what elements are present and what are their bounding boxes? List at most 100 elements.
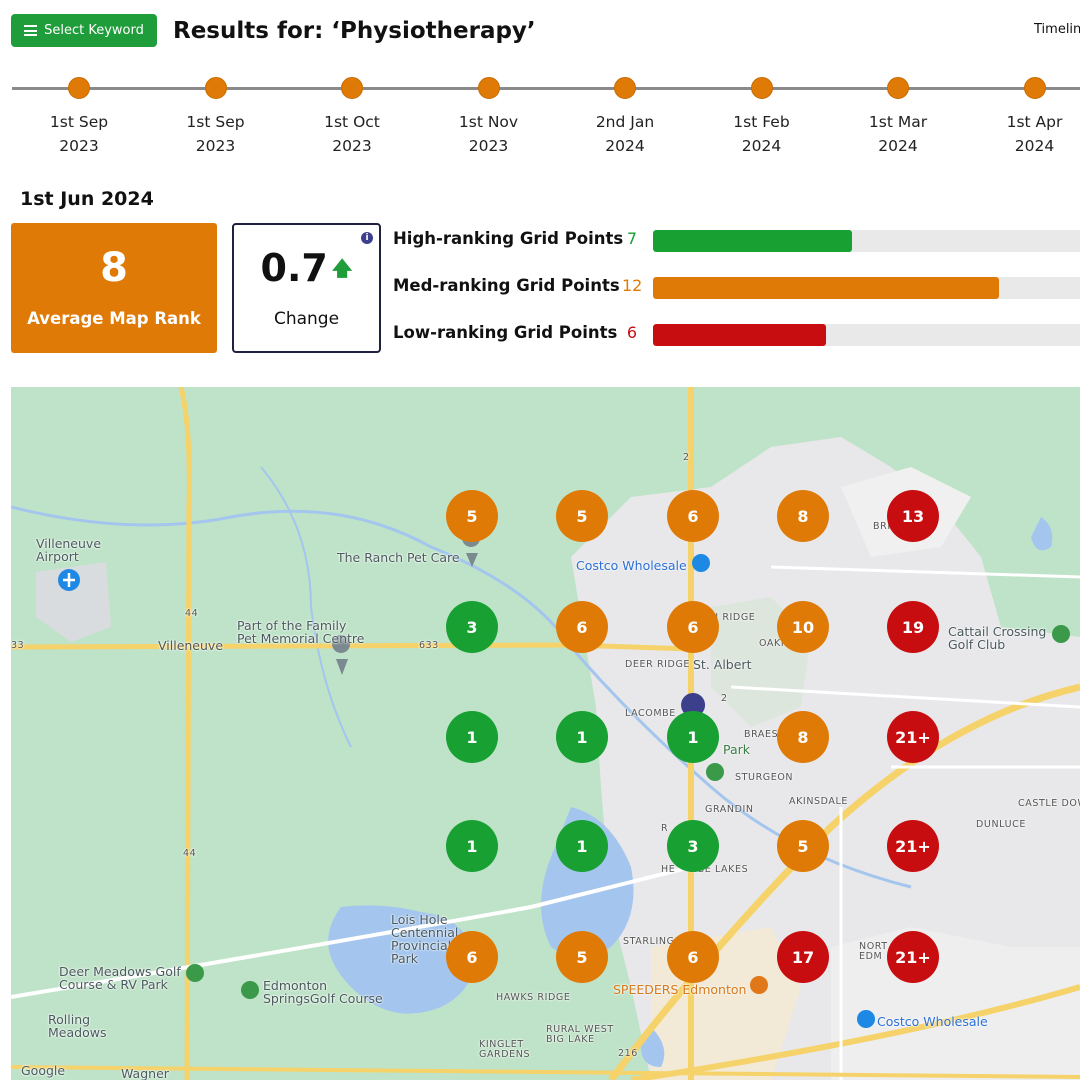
grid-rank-marker[interactable]: 10 [777,601,829,653]
timeline-day: 1st Mar [868,113,928,131]
up-arrow-icon: 🡅 [331,255,353,280]
map-label-starling: STARLING [623,936,675,947]
map-label-sturgeon: STURGEON [735,772,794,783]
timeline-date-label[interactable]: 1st Mar 2024 [843,110,953,158]
timeline-year: 2024 [741,137,782,155]
map-label-hwy-44b: 44 [183,848,197,859]
grid-rank-marker[interactable]: 5 [446,490,498,542]
map-label-rolling-meadows: Rolling Meadows [48,1012,107,1041]
grid-rank-marker[interactable]: 6 [667,601,719,653]
timeline-year: 2024 [878,137,918,155]
timeline-point[interactable] [477,77,500,99]
timeline-date-label[interactable]: 1st Nov 2023 [434,110,544,158]
timeline-date-label[interactable]: 1st Feb 2024 [707,110,817,158]
shopping-pin-icon [857,1010,875,1028]
grid-rank-marker[interactable]: 13 [887,490,939,542]
grid-rank-marker[interactable]: 21+ [887,711,939,763]
select-keyword-button[interactable]: Select Keyword [11,14,157,47]
ranking-bar-track [653,230,1080,252]
timeline-point[interactable] [750,77,773,99]
timeline-year: 2023 [468,137,509,155]
timeline-date-label[interactable]: 1st Oct 2023 [297,110,407,158]
timeline-point[interactable] [341,77,363,99]
ranking-bar-fill [653,230,852,252]
timeline-day: 1st Apr [1006,113,1063,131]
map-label-villeneuve: Villeneuve [158,638,224,653]
map-label-lacombe: LACOMBE [625,708,676,719]
map-label-pet-memorial: Part of the Family Pet Memorial Centre [237,618,365,647]
rank-map[interactable]: Villeneuve Airport The Ranch Pet Care Cost… [11,387,1080,1080]
timeline-day: 1st Feb [733,113,790,131]
change-value: 0.7 [260,246,328,290]
timeline-date-label[interactable]: 1st Sep 2023 [161,110,271,158]
map-label-hwy-2b: 2 [721,693,728,704]
ranking-label: Low-ranking Grid Points [393,323,618,342]
grid-rank-marker[interactable]: 8 [777,711,829,763]
grid-rank-marker[interactable]: 1 [446,820,498,872]
grid-rank-marker[interactable]: 1 [556,820,608,872]
grid-rank-marker[interactable]: 6 [667,931,719,983]
current-date: 1st Jun 2024 [20,188,154,210]
timeline-day: 2nd Jan [595,113,655,131]
grid-rank-marker[interactable]: 1 [446,711,498,763]
ranking-bar-track [653,324,1080,346]
map-label-bris: BRIS [873,521,898,532]
timeline-date-label[interactable]: 1st Apr 2024 [980,110,1080,158]
grid-rank-marker[interactable]: 3 [446,601,498,653]
grid-rank-marker[interactable]: 5 [777,820,829,872]
timeline-date-label[interactable]: 1st Sep 2023 [24,110,134,158]
timeline-point[interactable] [204,77,227,99]
timeline-link[interactable]: Timelin [1034,22,1080,37]
timeline-year: 2023 [195,137,236,155]
map-label-dunluce: DUNLUCE [976,819,1026,830]
grid-rank-marker[interactable]: 6 [667,490,719,542]
grid-rank-marker[interactable]: 3 [667,820,719,872]
grid-rank-marker[interactable]: 6 [446,931,498,983]
grid-rank-marker[interactable]: 6 [556,601,608,653]
map-label-google: Google [21,1063,66,1078]
map-label-hwy-2: 2 [683,452,690,463]
map-label-north-edm: NORT EDM [859,941,888,962]
restaurant-pin-icon [750,976,768,994]
grid-rank-marker[interactable]: 21+ [887,820,939,872]
golf-pin-icon [1052,625,1070,643]
map-label-cattail-crossing: Cattail Crossing Golf Club [948,624,1047,653]
map-label-deer-ridge: DEER RIDGE [625,659,691,670]
grid-rank-marker[interactable]: 8 [777,490,829,542]
ranking-bar-fill [653,277,999,299]
average-map-rank-value: 8 [100,245,128,291]
timeline-date-label[interactable]: 2nd Jan 2024 [570,110,680,158]
grid-rank-marker[interactable]: 21+ [887,931,939,983]
map-label-ranch-pet-care: The Ranch Pet Care [337,550,460,565]
map-label-hawks-ridge: HAWKS RIDGE [496,992,571,1003]
timeline-year: 2023 [59,137,99,155]
timeline-day: 1st Nov [458,113,519,131]
timeline-point[interactable] [887,77,909,99]
ranking-count: 7 [626,229,638,248]
timeline-point[interactable] [614,77,636,99]
location-pin-icon [332,635,351,675]
map-label-braes: BRAES [744,729,779,740]
map-label-villeneuve-airport: Villeneuve Airport [36,536,102,565]
map-base [11,387,1080,1080]
grid-rank-marker[interactable]: 1 [667,711,719,763]
grid-rank-marker[interactable]: 5 [556,931,608,983]
timeline-day: 1st Sep [49,113,109,131]
timeline-point[interactable] [1023,77,1046,99]
info-icon[interactable]: i [361,232,373,244]
grid-rank-marker[interactable]: 19 [887,601,939,653]
map-label-rural-west: RURAL WEST BIG LAKE [546,1024,614,1045]
average-map-rank-card: 8 Average Map Rank [11,223,217,353]
list-icon [24,25,38,36]
grid-rank-marker[interactable]: 1 [556,711,608,763]
map-label-grandin: GRANDIN [705,804,754,815]
grid-rank-marker[interactable]: 5 [556,490,608,542]
timeline-year: 2023 [332,137,372,155]
ranking-label: High-ranking Grid Points [393,229,624,248]
timeline-point[interactable] [68,77,90,99]
map-label-hwy-633: 633 [419,640,439,651]
shopping-pin-icon [692,554,710,572]
change-card: i 0.7 🡅 Change [232,223,381,353]
golf-pin-icon [241,981,259,999]
grid-rank-marker[interactable]: 17 [777,931,829,983]
